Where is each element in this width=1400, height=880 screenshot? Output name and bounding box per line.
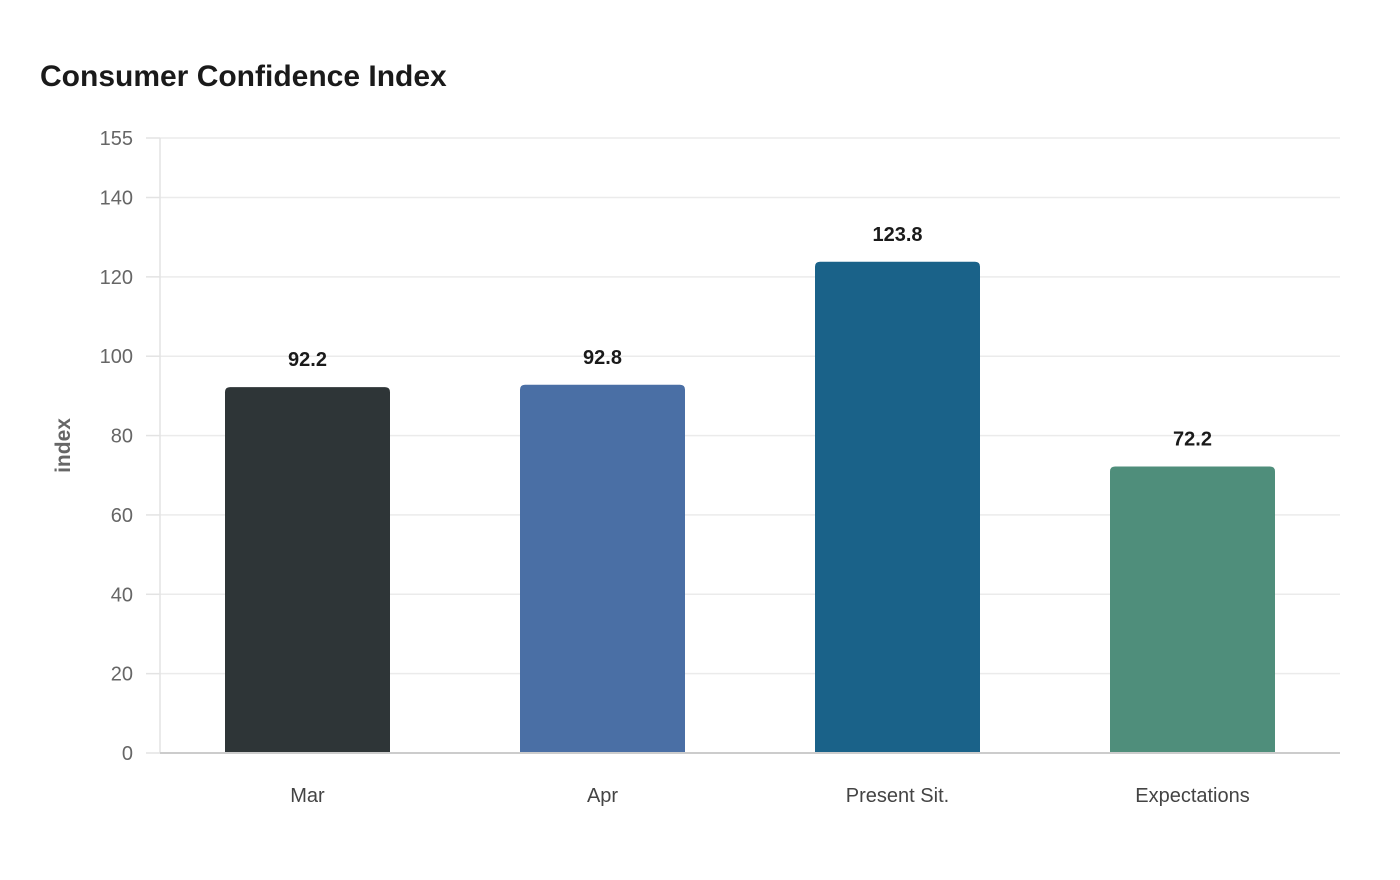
bar-apr: [520, 384, 685, 753]
axes: [146, 137, 1340, 754]
y-tick-label: 155: [100, 128, 133, 150]
data-label: 72.2: [1173, 429, 1212, 451]
labels: 0 20 40 60 80 100 120 140 155 92.2 Mar 92.8 Apr 123.8…: [100, 128, 1250, 807]
y-tick-label: 100: [100, 346, 133, 368]
y-tick-label: 60: [111, 505, 133, 527]
y-tick-label: 80: [111, 426, 133, 448]
x-tick-label: Present Sit.: [846, 785, 949, 807]
bar-expectations: [1110, 466, 1275, 753]
y-tick-label: 20: [111, 664, 133, 686]
bar-present-sit: [815, 261, 980, 753]
y-tick-label: 120: [100, 267, 133, 289]
x-tick-label: Apr: [587, 785, 618, 807]
data-label: 123.8: [872, 224, 922, 246]
data-label: 92.8: [583, 347, 622, 369]
data-label: 92.2: [288, 349, 327, 371]
bar-mar: [225, 387, 390, 753]
y-tick-label: 40: [111, 584, 133, 606]
y-tick-label: 140: [100, 188, 133, 210]
chart-title: Consumer Confidence Index: [40, 60, 447, 93]
x-tick-label: Expectations: [1135, 785, 1250, 807]
x-tick-label: Mar: [290, 785, 325, 807]
y-axis-title: index: [52, 418, 75, 473]
y-tick-label: 0: [122, 743, 133, 765]
bars: [225, 261, 1275, 753]
